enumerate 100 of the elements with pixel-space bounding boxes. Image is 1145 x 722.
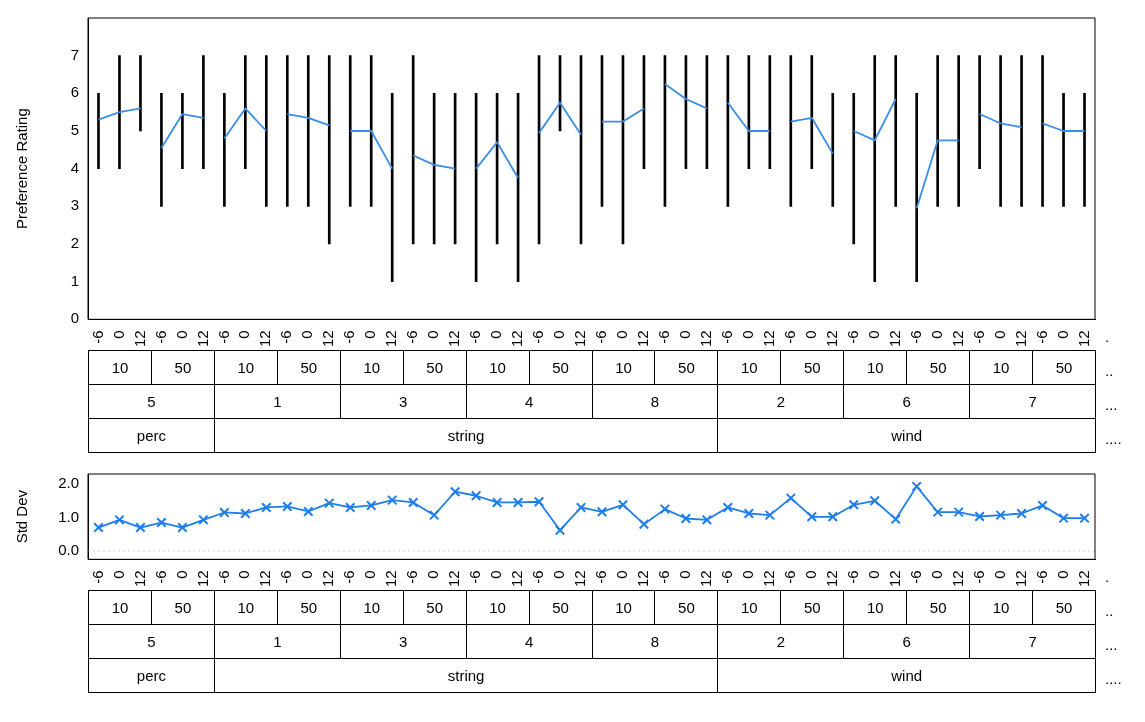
x-tick-label: -6 [466,570,484,584]
x-tick-label: -6 [466,330,484,344]
point [743,508,755,519]
y-axis-title: Preference Rating [13,108,31,230]
x-tick-label: -6 [655,570,673,584]
x-tick-label: 0 [487,570,505,579]
point [701,514,713,526]
point [491,497,503,508]
x-tick-label: 0 [298,570,316,579]
text: 7 [969,624,1096,659]
text: 50 [906,350,971,385]
point [575,502,587,513]
point [1037,500,1048,511]
y-tick-label: 5 [70,121,79,139]
x-tick-label: -6 [529,570,547,584]
x-tick-label: 12 [1011,330,1029,347]
y-tick-label: 4 [70,158,79,176]
text: 10 [339,350,404,385]
text: 3 [339,624,467,659]
x-tick-label: 12 [319,330,337,347]
point [428,509,440,521]
text: 8 [591,384,719,419]
x-tick-label: -6 [340,330,358,344]
text: 50 [780,350,845,385]
point [198,514,209,526]
point [995,509,1006,521]
text: 10 [465,590,530,625]
x-tick-label: 12 [885,330,903,347]
point [512,497,524,508]
x-tick-label: 0 [487,330,505,339]
point [1016,508,1027,519]
text: 10 [465,350,530,385]
x-tick-label: 12 [822,570,840,587]
x-tick-label: -6 [1032,570,1050,584]
point [1079,512,1090,524]
text: .. [1105,602,1114,619]
point [240,508,251,519]
x-tick-label: 0 [361,330,379,339]
x-tick-label: 12 [948,570,966,587]
y-tick-label: 7 [70,45,79,63]
text: .... [1105,670,1122,687]
text: 10 [88,590,152,625]
x-tick-label: -6 [214,570,232,584]
point [114,514,125,526]
point [177,522,188,533]
text: 3 [339,384,467,419]
x-tick-label: 0 [550,570,568,579]
x-tick-label: 12 [697,330,715,347]
x-tick-label: -6 [151,570,169,584]
y-tick-label: 3 [70,196,79,214]
text: 50 [150,350,215,385]
x-tick-label: 0 [298,330,316,339]
text: . [1105,328,1110,345]
text: 10 [213,350,278,385]
y-tick-label: 2 [70,234,79,252]
point [869,495,880,507]
text: .. [1105,362,1114,379]
x-tick-label: -6 [780,330,798,344]
x-tick-label: 0 [864,330,882,339]
x-tick-label: -6 [340,570,358,584]
x-tick-label: 12 [319,570,337,587]
text: 10 [339,590,404,625]
x-tick-label: 0 [801,330,819,339]
x-tick-label: 12 [822,330,840,347]
x-tick-label: 12 [1074,570,1092,587]
text: 7 [969,384,1096,419]
x-tick-label: 0 [550,330,568,339]
point [219,507,230,518]
text: ... [1105,636,1118,653]
x-tick-label: 0 [1053,330,1071,339]
x-tick-label: 0 [738,330,756,339]
x-tick-label: -6 [1032,330,1050,344]
point [932,506,943,518]
x-tick-label: 0 [990,570,1008,579]
x-tick-label: 12 [193,330,211,347]
x-tick-label: -6 [592,570,610,584]
y-tick-label: 2.0 [58,474,79,492]
text: 50 [150,590,215,625]
text: string [213,418,719,453]
text: 10 [969,350,1034,385]
x-tick-label: 0 [676,570,694,579]
y-tick-label: 1.0 [58,507,79,525]
point [135,522,146,533]
point [533,496,545,508]
x-tick-label: 0 [109,330,127,339]
x-tick-label: 12 [948,330,966,347]
point [974,511,985,522]
text: . [1105,568,1110,585]
x-tick-label: 12 [634,330,652,347]
text: 50 [906,590,971,625]
x-tick-label: 0 [361,570,379,579]
x-tick-label: 0 [109,570,127,579]
x-tick-label: -6 [780,570,798,584]
point [596,506,608,518]
x-tick-label: 12 [256,330,274,347]
x-tick-label: -6 [969,570,987,584]
x-tick-label: -6 [592,330,610,344]
x-tick-label: 12 [382,330,400,347]
x-tick-label: 0 [927,570,945,579]
text: 50 [276,350,341,385]
